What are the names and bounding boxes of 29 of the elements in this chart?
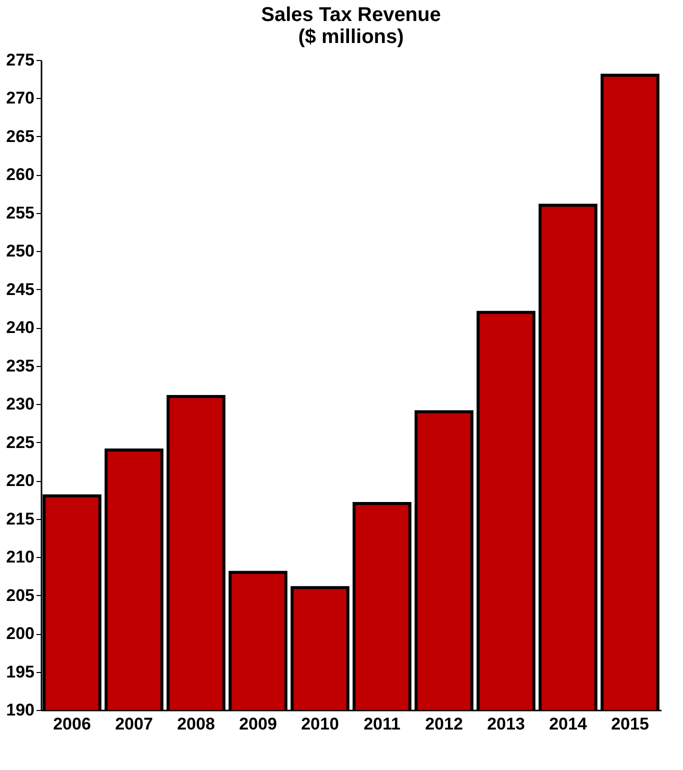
y-tick-label: 265	[6, 126, 34, 146]
x-tick-label: 2010	[301, 714, 339, 734]
x-tick-label: 2012	[425, 714, 463, 734]
x-tick-label: 2008	[177, 714, 215, 734]
x-tick-label: 2015	[611, 714, 649, 734]
y-tick-label: 255	[6, 203, 34, 222]
x-tick-label: 2009	[239, 714, 277, 734]
x-tick-label: 2011	[364, 714, 400, 734]
y-tick-label: 275	[6, 50, 34, 70]
x-tick-label: 2007	[115, 714, 153, 734]
y-tick-label: 245	[6, 280, 34, 299]
chart-title: Sales Tax Revenue ($ millions)	[261, 4, 441, 48]
y-tick-label: 235	[6, 356, 34, 376]
y-tick-label: 270	[6, 88, 34, 108]
y-tick-label: 200	[6, 624, 34, 644]
y-tick-label: 205	[6, 586, 34, 605]
y-tick-label: 250	[6, 242, 34, 261]
y-tick-label: 195	[6, 662, 34, 682]
y-tick-label: 215	[6, 509, 34, 528]
x-tick-label: 2014	[549, 714, 588, 734]
y-tick-label: 190	[6, 700, 34, 720]
y-tick-label: 230	[6, 394, 34, 414]
y-tick-label: 240	[6, 318, 34, 338]
y-tick-label: 260	[6, 165, 34, 184]
y-tick-label: 220	[6, 471, 34, 490]
y-tick-label: 225	[6, 432, 34, 452]
x-tick-label: 2006	[53, 714, 91, 734]
x-tick-label: 2013	[487, 714, 525, 734]
y-tick-label: 210	[6, 548, 34, 567]
